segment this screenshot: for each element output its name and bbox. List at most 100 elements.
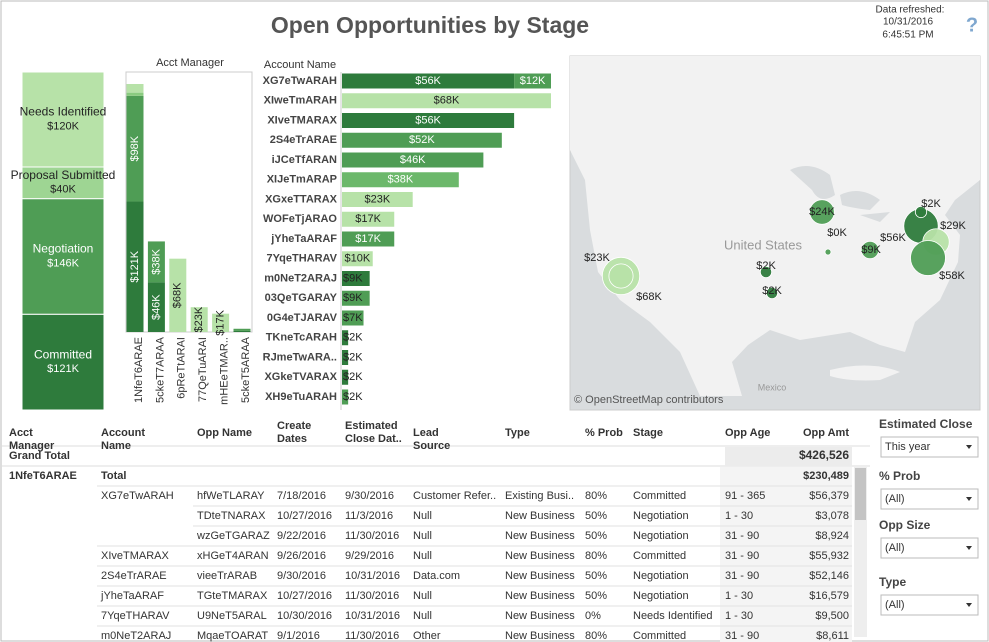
table-cell: XIveTMARAX <box>101 550 170 562</box>
filter-value: (All) <box>885 599 905 611</box>
group-total-label: Total <box>101 470 126 482</box>
table-cell: 11/30/2016 <box>345 630 399 642</box>
account-label: RJmeTwARA.. <box>263 351 337 363</box>
map-attribution: © OpenStreetMap contributors <box>574 394 724 406</box>
table-cell: 10/30/2016 <box>277 610 332 622</box>
table-cell: Data.com <box>413 570 460 582</box>
map <box>569 55 981 411</box>
table-cell: 9/1/2016 <box>277 630 320 642</box>
bar-value-label: $17K <box>355 213 381 225</box>
table-cell: Negotiation <box>633 590 689 602</box>
bar-value-label: $23K <box>364 193 390 205</box>
bar-value-label: $68K <box>434 95 460 107</box>
column-header: Create Dates <box>277 420 312 445</box>
table-cell: 9/29/2016 <box>345 550 394 562</box>
table-cell: Needs Identified <box>633 610 713 622</box>
bar-value-label: $9K <box>343 292 363 304</box>
filter-dropdown[interactable] <box>880 436 979 458</box>
stage-value: $40K <box>50 184 76 196</box>
filter-dropdown[interactable] <box>880 488 979 510</box>
account-label: XH9eTuARAH <box>265 391 337 403</box>
help-icon[interactable]: ? <box>966 14 978 36</box>
bar-segment <box>342 350 349 365</box>
table-cell: 50% <box>585 510 607 522</box>
stage-segment <box>21 198 105 315</box>
account-label: XGkeTVARAX <box>264 371 337 383</box>
refresh-label: Data refreshed: <box>876 5 945 16</box>
table-cell: New Business <box>505 610 575 622</box>
bar-segment <box>147 241 165 283</box>
column-header: % Prob <box>585 427 623 439</box>
stage-value: $146K <box>47 257 79 269</box>
bar-segment <box>342 310 364 326</box>
dropdown-arrow <box>966 497 972 501</box>
scrollbar-thumb[interactable] <box>855 468 866 520</box>
table-cell: 2S4eTrARAE <box>101 570 167 582</box>
account-label: TKneTcARAH <box>266 332 337 344</box>
table-cell: $9,500 <box>815 610 849 622</box>
map-bubble-label: $0K <box>827 227 847 239</box>
bar-value-label: $2K <box>343 332 363 344</box>
filter-value: (All) <box>885 493 905 505</box>
panel-border <box>125 71 253 333</box>
table-cell: 10/27/2016 <box>277 590 332 602</box>
table-cell: $52,146 <box>809 570 849 582</box>
table-cell: 9/30/2016 <box>345 490 394 502</box>
table-cell: 50% <box>585 570 607 582</box>
map-bubble-label: $2K <box>762 285 782 297</box>
table-cell: $8,611 <box>816 630 849 642</box>
table-cell: $56,379 <box>809 490 849 502</box>
bar-value-label: $23K <box>193 306 205 332</box>
map-bubble-label: $2K <box>756 260 776 272</box>
bar-segment <box>233 330 251 332</box>
map-bubble <box>765 286 779 300</box>
account-label: 0G4eTJARAV <box>267 312 338 324</box>
table-cell: 9/22/2016 <box>277 530 326 542</box>
stage-name: Proposal Submitted <box>11 168 116 182</box>
column-header: Acct Manager <box>9 427 55 452</box>
filter-label: Type <box>879 575 906 589</box>
bar-value-label: $12K <box>520 75 546 87</box>
table-cell: $16,579 <box>809 590 849 602</box>
table-cell: New Business <box>505 590 575 602</box>
bar-segment <box>342 271 370 286</box>
table-cell: $3,078 <box>815 510 849 522</box>
grand-total-label: Grand Total <box>9 450 70 462</box>
bar-value-label: $17K <box>355 233 381 245</box>
map-bubble-label: $68K <box>636 291 662 303</box>
account-label: 2S4eTrARAE <box>270 134 337 146</box>
table-cell: New Business <box>505 530 575 542</box>
table-cell: jYheTaARAF <box>100 590 164 602</box>
bar-value-label: $2K <box>343 371 363 383</box>
bar-value-label: $121K <box>129 250 141 282</box>
filter-dropdown[interactable] <box>880 537 979 559</box>
table-cell: New Business <box>505 630 575 642</box>
table-cell: 10/31/2016 <box>345 610 400 622</box>
dropdown-arrow <box>966 603 972 607</box>
table-cell: Negotiation <box>633 530 689 542</box>
table-cell: XG7eTwARAH <box>101 490 174 502</box>
table-cell: Committed <box>633 550 686 562</box>
map-lakes <box>790 166 890 222</box>
map-bubble <box>910 240 946 276</box>
dropdown-arrow <box>966 445 972 449</box>
bar-value-label: $52K <box>409 134 435 146</box>
table-cell: 11/30/2016 <box>345 590 399 602</box>
stage-name: Committed <box>34 347 92 361</box>
title: Open Opportunities by Stage <box>271 12 589 38</box>
bar-value-label: $56K <box>415 114 441 126</box>
refresh-time: 6:45:51 PM <box>882 30 933 41</box>
table-cell: 7YqeTHARAV <box>101 610 170 622</box>
table-cell: $8,924 <box>815 530 849 542</box>
bar-segment <box>342 231 395 247</box>
table-cell: 80% <box>585 550 607 562</box>
table-cell: Negotiation <box>633 570 689 582</box>
map-bubble <box>608 263 634 289</box>
stage-segment <box>21 313 105 411</box>
filter-label: Estimated Close <box>879 417 973 431</box>
filter-dropdown[interactable] <box>880 594 979 616</box>
bar-segment <box>190 307 208 332</box>
table-cell: Customer Refer.. <box>413 490 496 502</box>
